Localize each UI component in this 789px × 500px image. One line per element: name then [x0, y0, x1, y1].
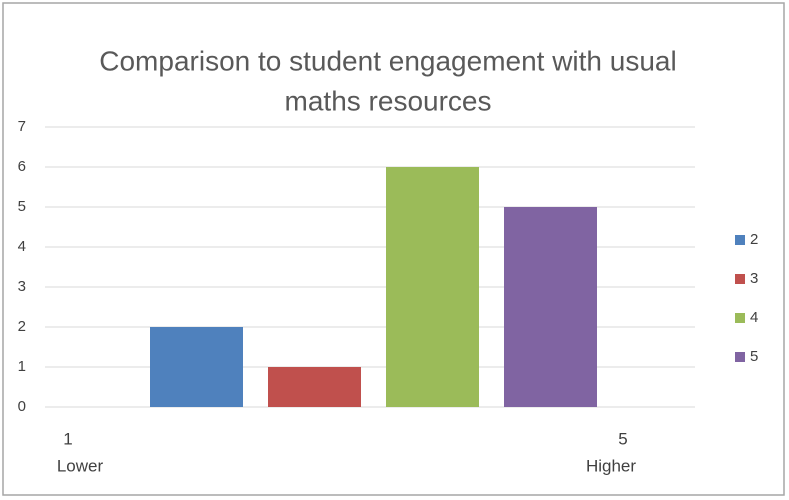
- legend-label: 5: [750, 348, 758, 365]
- y-tick-label: 6: [18, 158, 26, 175]
- annotation: 5: [618, 429, 627, 448]
- legend-label: 4: [750, 309, 758, 326]
- y-tick-label: 3: [18, 278, 26, 295]
- y-tick-label: 2: [18, 318, 26, 335]
- bar: [268, 367, 361, 407]
- y-tick-label: 1: [18, 358, 26, 375]
- annotation: 1: [63, 429, 72, 448]
- legend-label: 3: [750, 270, 758, 287]
- y-tick-label: 0: [18, 398, 26, 415]
- annotation: Lower: [57, 456, 104, 475]
- chart-title: Comparison to student engagement with us…: [99, 45, 676, 76]
- y-tick-label: 4: [18, 238, 26, 255]
- y-tick-label: 5: [18, 198, 26, 215]
- legend-swatch: [735, 274, 745, 284]
- chart-title: maths resources: [285, 85, 492, 116]
- legend-label: 2: [750, 231, 758, 248]
- y-tick-label: 7: [18, 118, 26, 135]
- legend-swatch: [735, 352, 745, 362]
- bar: [504, 207, 597, 407]
- legend-swatch: [735, 235, 745, 245]
- legend-swatch: [735, 313, 745, 323]
- annotation: Higher: [586, 456, 636, 475]
- bar: [386, 167, 479, 407]
- bar: [150, 327, 243, 407]
